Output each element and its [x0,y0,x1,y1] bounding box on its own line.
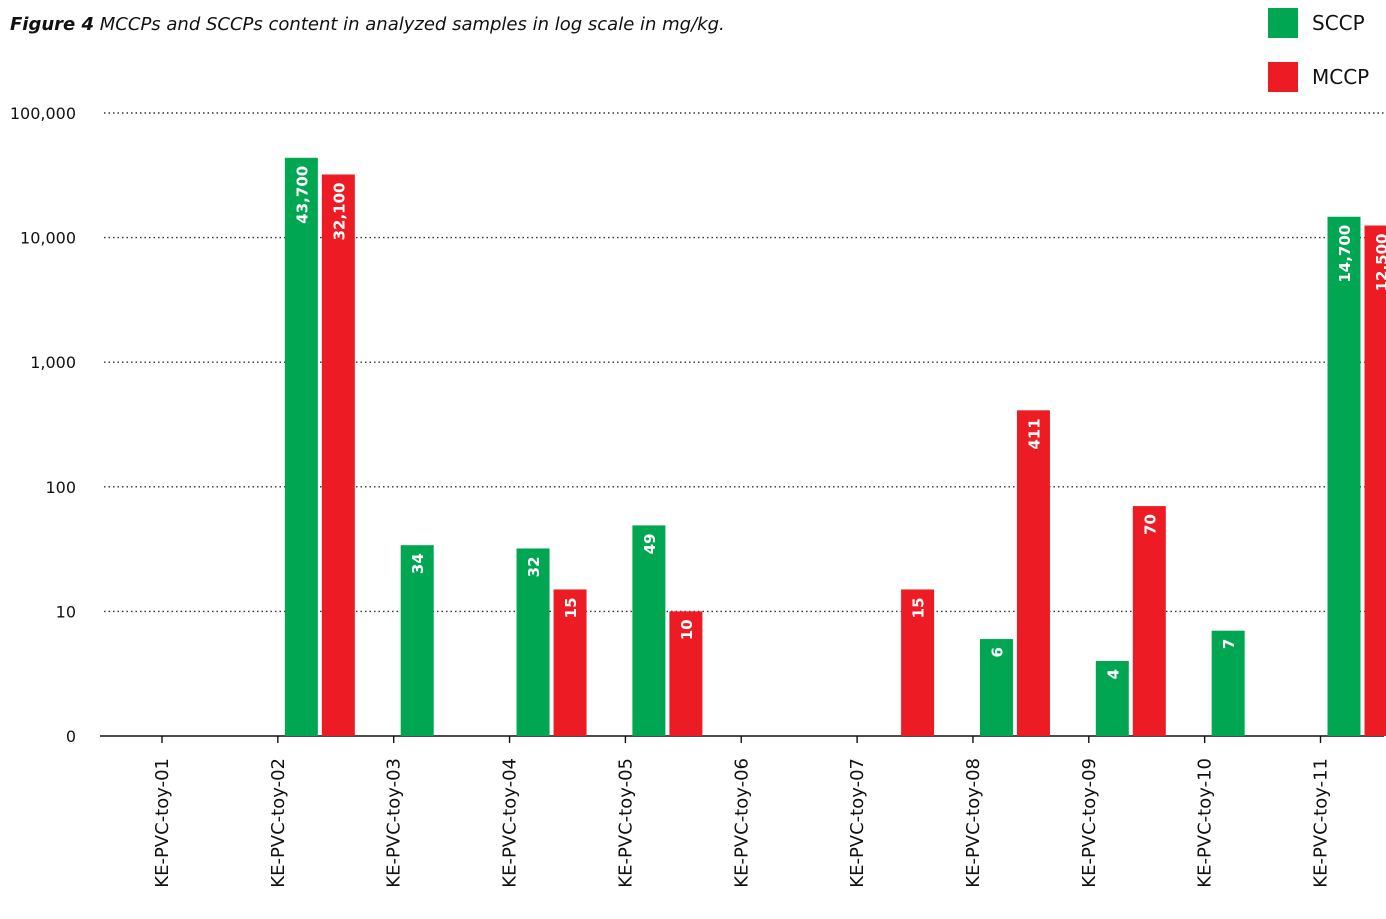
x-tick-label: KE-PVC-toy-08 [963,758,984,888]
data-label: 43,700 [293,166,311,224]
x-tick-label: KE-PVC-toy-11 [1311,758,1332,888]
bar-sccp [400,545,434,736]
x-tick-label: KE-PVC-toy-09 [1079,758,1100,888]
bar-mccp [669,611,703,736]
x-tick-label: KE-PVC-toy-02 [268,758,289,888]
legend-item-sccp: SCCP [1268,8,1365,38]
bar-sccp [1327,216,1361,736]
x-tick-label: KE-PVC-toy-06 [731,758,752,888]
legend-swatch-sccp [1268,8,1298,38]
bar-sccp [284,157,318,736]
figure-number: Figure 4 [10,14,95,35]
data-label: 12,500 [1373,234,1386,292]
y-tick-label: 1,000 [30,353,76,372]
bar-sccp [632,525,666,736]
bar-sccp [1211,630,1245,736]
data-label: 7 [1220,639,1238,649]
data-label: 15 [910,597,928,618]
x-tick-label: KE-PVC-toy-05 [615,758,636,888]
bar-mccp [321,174,355,736]
data-label: 32 [525,556,543,577]
bar-mccp [1016,410,1050,736]
x-tick-label: KE-PVC-toy-07 [847,758,868,888]
bar-sccp [516,548,550,736]
bar-mccp [1132,506,1166,736]
bar-sccp [1095,660,1129,736]
x-tick-label: KE-PVC-toy-03 [384,758,405,888]
data-label: 34 [409,553,427,574]
figure-title: MCCPs and SCCPs content in analyzed samp… [99,14,725,35]
x-tick-label: KE-PVC-toy-10 [1195,758,1216,888]
y-tick-label: 100 [45,478,76,497]
legend-item-mccp: MCCP [1268,62,1369,92]
data-label: 15 [562,597,580,618]
data-label: 14,700 [1336,225,1354,283]
data-label: 49 [641,533,659,554]
bar-mccp [901,589,935,736]
bar-mccp [553,589,587,736]
y-tick-label: 100,000 [10,104,76,123]
y-tick-label: 10,000 [20,229,76,248]
data-label: 4 [1104,669,1122,679]
legend-label-mccp: MCCP [1312,65,1370,89]
legend-label-sccp: SCCP [1312,11,1365,35]
x-tick-label: KE-PVC-toy-01 [152,758,173,888]
bar-sccp [979,639,1013,736]
y-tick-label: 0 [66,727,76,746]
legend-swatch-mccp [1268,62,1298,92]
data-label: 32,100 [330,182,348,240]
data-label: 411 [1025,418,1043,449]
y-tick-label: 10 [56,602,76,621]
bar-mccp [1364,225,1386,736]
data-label: 10 [678,619,696,640]
x-tick-label: KE-PVC-toy-04 [500,758,521,888]
figure-caption: Figure 4 MCCPs and SCCPs content in anal… [10,14,725,35]
data-label: 6 [988,647,1006,657]
data-label: 70 [1141,514,1159,535]
